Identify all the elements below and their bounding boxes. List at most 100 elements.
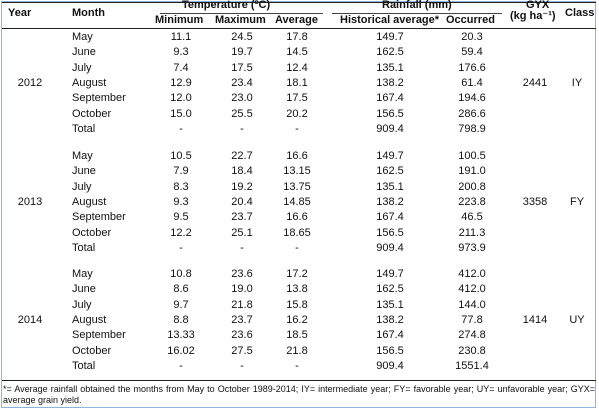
cell-month: June bbox=[72, 46, 96, 59]
cell-occ: 61.4 bbox=[461, 76, 483, 89]
cell-hist: 149.7 bbox=[376, 150, 404, 162]
cell-min: - bbox=[179, 122, 183, 135]
cell-max: 17.5 bbox=[231, 61, 253, 74]
cell-occ: 191.0 bbox=[458, 165, 486, 178]
cell-min: - bbox=[179, 359, 183, 372]
header-rainfall: Rainfall (mm) bbox=[382, 0, 452, 11]
cell-month: September bbox=[72, 211, 126, 224]
cell-hist: 156.5 bbox=[376, 107, 404, 120]
cell-min: 9.5 bbox=[173, 211, 189, 224]
cell-avg: 13.15 bbox=[283, 165, 311, 178]
cell-gy: 2441 bbox=[522, 76, 548, 89]
cell-hist: 162.5 bbox=[376, 46, 404, 59]
cell-max: 25.1 bbox=[231, 226, 253, 239]
cell-year: 2012 bbox=[17, 76, 43, 89]
cell-month: June bbox=[72, 165, 96, 178]
cell-avg: 14.5 bbox=[286, 46, 308, 59]
cell-occ: 286.6 bbox=[458, 107, 486, 120]
cell-max: 23.6 bbox=[231, 268, 253, 280]
cell-hist: 135.1 bbox=[376, 61, 404, 74]
cell-min: 8.8 bbox=[173, 313, 189, 326]
cell-occ: 20.3 bbox=[461, 31, 483, 43]
cell-max: 20.4 bbox=[231, 195, 253, 208]
cell-max: 23.4 bbox=[231, 76, 253, 89]
gy-label: GYX bbox=[526, 0, 550, 11]
cell-avg: 21.8 bbox=[286, 344, 308, 357]
cell-occ: 100.5 bbox=[458, 150, 486, 162]
cell-month: August bbox=[72, 76, 107, 89]
cell-month: Total bbox=[72, 241, 96, 254]
cell-avg: 17.5 bbox=[286, 92, 308, 105]
header-gy: GYX bbox=[526, 0, 549, 12]
subheader-minimum: Minimum bbox=[155, 14, 204, 26]
cell-avg: 16.6 bbox=[286, 150, 308, 162]
cell-occ: 176.6 bbox=[458, 61, 486, 74]
cell-occ: 59.4 bbox=[461, 46, 483, 59]
cell-occ: 274.8 bbox=[458, 329, 486, 342]
cell-month: August bbox=[72, 313, 107, 326]
cell-month: August bbox=[72, 195, 107, 208]
bottom-rule bbox=[2, 380, 596, 381]
cell-max: 23.6 bbox=[231, 329, 253, 342]
temperature-span-rule bbox=[160, 13, 323, 14]
cell-month: September bbox=[72, 92, 126, 105]
cell-occ: 46.5 bbox=[461, 211, 483, 224]
cell-max: 27.5 bbox=[231, 344, 253, 357]
cell-max: 18.4 bbox=[231, 165, 253, 178]
cell-hist: 138.2 bbox=[376, 313, 404, 326]
cell-hist: 167.4 bbox=[376, 329, 404, 342]
header-class: Class bbox=[565, 7, 595, 19]
cell-avg: - bbox=[295, 241, 299, 254]
header-month: Month bbox=[72, 7, 105, 19]
header-gy-unit: (kg ha⁻¹) bbox=[510, 10, 556, 22]
cell-min: 11.1 bbox=[170, 31, 192, 43]
top-rule bbox=[2, 2, 596, 3]
cell-max: 19.0 bbox=[231, 283, 253, 296]
cell-hist: 162.5 bbox=[376, 165, 404, 178]
cell-hist: 135.1 bbox=[376, 180, 404, 193]
cell-hist: 909.4 bbox=[376, 359, 404, 372]
header-rule bbox=[2, 28, 596, 29]
subheader-historical: Historical average* bbox=[340, 14, 440, 26]
cell-month: May bbox=[72, 150, 93, 162]
header-year: Year bbox=[8, 7, 32, 19]
cell-min: 12.9 bbox=[170, 76, 192, 89]
footnote: *= Average rainfall obtained the months … bbox=[3, 384, 595, 405]
cell-avg: 16.2 bbox=[286, 313, 308, 326]
cell-month: May bbox=[72, 31, 93, 43]
cell-avg: 18.65 bbox=[283, 226, 311, 239]
cell-hist: 138.2 bbox=[376, 195, 404, 208]
cell-min: 10.8 bbox=[170, 268, 192, 280]
subheader-average: Average bbox=[275, 14, 319, 26]
cell-min: 7.4 bbox=[173, 61, 189, 74]
cell-hist: 135.1 bbox=[376, 298, 404, 311]
cell-avg: 18.5 bbox=[286, 329, 308, 342]
header-temperature: Temperature (ºC) bbox=[182, 0, 271, 11]
cell-max: 21.8 bbox=[231, 298, 253, 311]
cell-max: 19.7 bbox=[231, 46, 253, 59]
subheader-maximum: Maximum bbox=[215, 14, 266, 26]
cell-month: June bbox=[72, 283, 96, 296]
cell-month: Total bbox=[72, 122, 96, 135]
cell-year: 2013 bbox=[17, 195, 43, 208]
cell-max: 23.7 bbox=[231, 211, 253, 224]
cell-avg: 17.2 bbox=[286, 268, 308, 280]
cell-hist: 167.4 bbox=[376, 92, 404, 105]
cell-min: 12.0 bbox=[170, 92, 192, 105]
cell-max: - bbox=[240, 359, 244, 372]
rainfall-span-rule bbox=[332, 13, 502, 14]
cell-min: 9.3 bbox=[173, 195, 189, 208]
cell-avg: 18.1 bbox=[286, 76, 308, 89]
cell-month: Total bbox=[72, 359, 96, 372]
cell-max: 22.7 bbox=[231, 150, 253, 162]
cell-min: 13.33 bbox=[167, 329, 195, 342]
cell-month: July bbox=[72, 180, 92, 193]
cell-class: FY bbox=[569, 195, 585, 208]
cell-min: 8.3 bbox=[173, 180, 189, 193]
cell-avg: 15.8 bbox=[286, 298, 308, 311]
cell-min: 9.7 bbox=[173, 298, 189, 311]
cell-occ: 412.0 bbox=[458, 283, 486, 296]
cell-avg: 13.75 bbox=[283, 180, 311, 193]
cell-occ: 77.8 bbox=[461, 313, 483, 326]
